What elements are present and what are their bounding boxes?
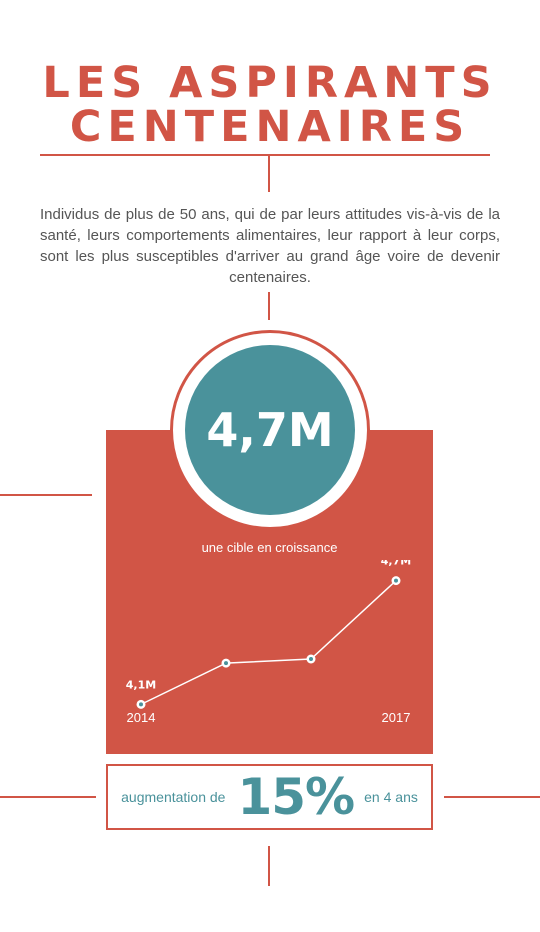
title-line-2: CENTENAIRES — [69, 102, 471, 152]
title-line-1: LES ASPIRANTS — [42, 58, 498, 108]
data-point-center — [309, 657, 313, 661]
growth-chart: 4,1M 4,7M 2014 2017 — [126, 560, 411, 725]
intro-text: Individus de plus de 50 ans, qui de par … — [40, 206, 500, 286]
data-point-center — [139, 702, 143, 707]
connector-line-bottom — [268, 846, 270, 886]
connector-line-mid — [268, 292, 270, 320]
data-label: 4,1M — [126, 678, 156, 691]
x-tick-label: 2014 — [127, 710, 156, 725]
data-point-center — [394, 578, 398, 583]
side-line-right-bottom — [444, 796, 540, 798]
connector-line-top — [268, 156, 270, 192]
title-divider — [40, 154, 490, 156]
x-tick-label: 2017 — [382, 710, 411, 725]
data-label: 4,7M — [381, 560, 411, 568]
data-point-center — [224, 661, 228, 666]
side-line-left — [0, 494, 92, 496]
stat-suffix: en 4 ans — [364, 789, 418, 805]
chart-caption: une cible en croissance — [201, 540, 338, 555]
highlight-value: 4,7M — [206, 403, 334, 457]
highlight-circle: 4,7M — [185, 345, 355, 515]
stat-box: augmentation de 15% en 4 ans — [106, 764, 433, 830]
stat-prefix: augmentation de — [121, 789, 226, 805]
side-line-left-bottom — [0, 796, 96, 798]
stat-value: 15% — [237, 768, 355, 826]
series-line — [140, 580, 397, 706]
